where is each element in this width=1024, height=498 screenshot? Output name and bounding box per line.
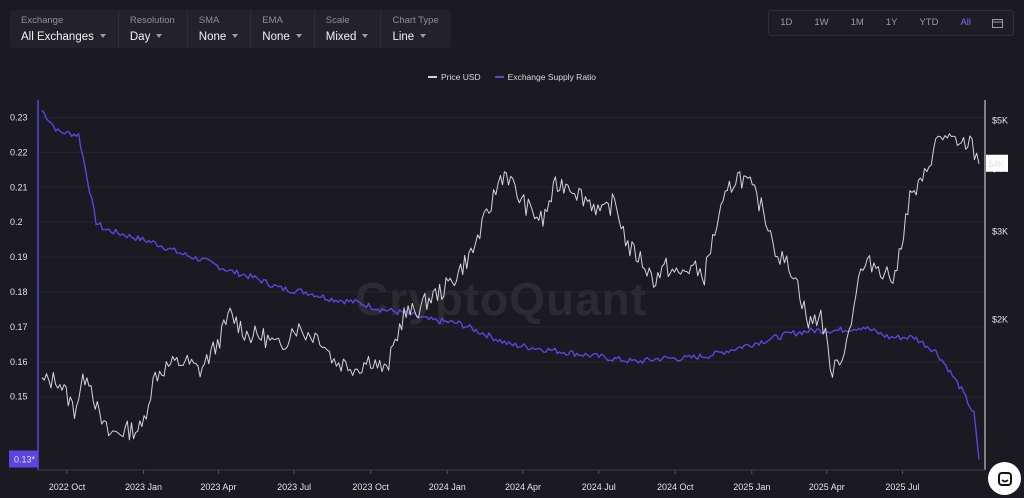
legend-label-price: Price USD (440, 72, 481, 82)
x-tick-label: 2025 Apr (809, 482, 845, 492)
series-line-price-usd (41, 133, 980, 441)
chart-settings-toolbar: Exchange All Exchanges Resolution Day SM… (10, 10, 451, 48)
right-tick-label: $2K (992, 315, 1008, 325)
ratio-swatch (494, 76, 504, 78)
left-tick-label: 0.15 (10, 392, 28, 402)
exchange-label: Exchange (21, 15, 64, 26)
x-tick-label: 2024 Jul (582, 482, 616, 492)
sma-label: SMA (198, 15, 220, 26)
range-ytd-button[interactable]: YTD (919, 17, 939, 28)
range-1y-button[interactable]: 1Y (885, 17, 898, 28)
resolution-value: Day (129, 31, 151, 43)
range-1w-button[interactable]: 1W (814, 17, 829, 28)
legend-item-price[interactable]: Price USD (427, 72, 481, 82)
resolution-label: Resolution (129, 15, 175, 26)
left-tick-label: 0.18 (10, 287, 28, 297)
ema-select[interactable]: EMA None (251, 10, 315, 48)
left-tick-label: 0.17 (10, 322, 28, 332)
exchange-value: All Exchanges (21, 31, 94, 43)
left-tick-label: 0.23 (10, 112, 28, 122)
legend-item-ratio[interactable]: Exchange Supply Ratio (494, 72, 597, 82)
chart-type-select[interactable]: Chart Type Line (381, 10, 450, 48)
x-tick-label: 2024 Apr (505, 482, 541, 492)
ema-value: None (262, 31, 290, 43)
range-all-button[interactable]: All (960, 17, 971, 28)
current-ratio-label: 0.13* (14, 455, 36, 465)
x-tick-label: 2023 Jan (125, 482, 162, 492)
chat-icon (997, 471, 1012, 486)
ema-label: EMA (262, 15, 283, 26)
x-tick-label: 2023 Jul (277, 482, 311, 492)
x-tick-label: 2022 Oct (49, 482, 86, 492)
caret-down-icon (420, 33, 427, 38)
x-tick-label: 2024 Oct (657, 482, 694, 492)
left-tick-label: 0.19 (10, 252, 28, 262)
x-tick-label: 2023 Apr (200, 482, 236, 492)
x-tick-label: 2024 Jan (429, 482, 466, 492)
calendar-button[interactable] (982, 11, 1013, 35)
range-1d-button[interactable]: 1D (780, 17, 793, 28)
current-price-label: $4K (988, 159, 1004, 169)
sma-value: None (198, 31, 227, 43)
left-tick-label: 0.16 (10, 357, 28, 367)
caret-down-icon (295, 33, 302, 38)
exchange-select[interactable]: Exchange All Exchanges (10, 10, 119, 48)
left-tick-label: 0.2 (10, 217, 23, 227)
sma-select[interactable]: SMA None (188, 10, 252, 48)
legend-label-ratio: Exchange Supply Ratio (507, 72, 597, 82)
time-range-selector: 1D 1W 1M 1Y YTD All (768, 10, 1014, 36)
calendar-icon (992, 19, 1003, 28)
scale-value: Mixed (325, 31, 357, 43)
current-ratio-flag (9, 450, 38, 468)
chart-type-label: Chart Type (392, 15, 439, 26)
caret-down-icon (156, 33, 163, 38)
resolution-select[interactable]: Resolution Day (119, 10, 188, 48)
x-tick-label: 2025 Jan (733, 482, 770, 492)
range-1m-button[interactable]: 1M (850, 17, 864, 28)
left-tick-label: 0.21 (10, 182, 28, 192)
scale-label: Scale (325, 15, 350, 26)
price-swatch (427, 76, 437, 78)
caret-down-icon (232, 33, 239, 38)
left-tick-label: 0.22 (10, 147, 28, 157)
caret-down-icon (99, 33, 106, 38)
x-tick-label: 2025 Jul (885, 482, 919, 492)
x-tick-label: 2023 Oct (352, 482, 389, 492)
caret-down-icon (362, 33, 369, 38)
scale-select[interactable]: Scale Mixed (315, 10, 382, 48)
series-line-exchange-supply-ratio (41, 110, 980, 460)
chart-type-value: Line (392, 31, 415, 43)
chat-button[interactable] (988, 462, 1021, 495)
chart-legend: Price USD Exchange Supply Ratio (0, 72, 1024, 82)
right-tick-label: $5K (992, 116, 1008, 126)
current-price-flag (986, 154, 1008, 172)
right-tick-label: $3K (992, 227, 1008, 237)
